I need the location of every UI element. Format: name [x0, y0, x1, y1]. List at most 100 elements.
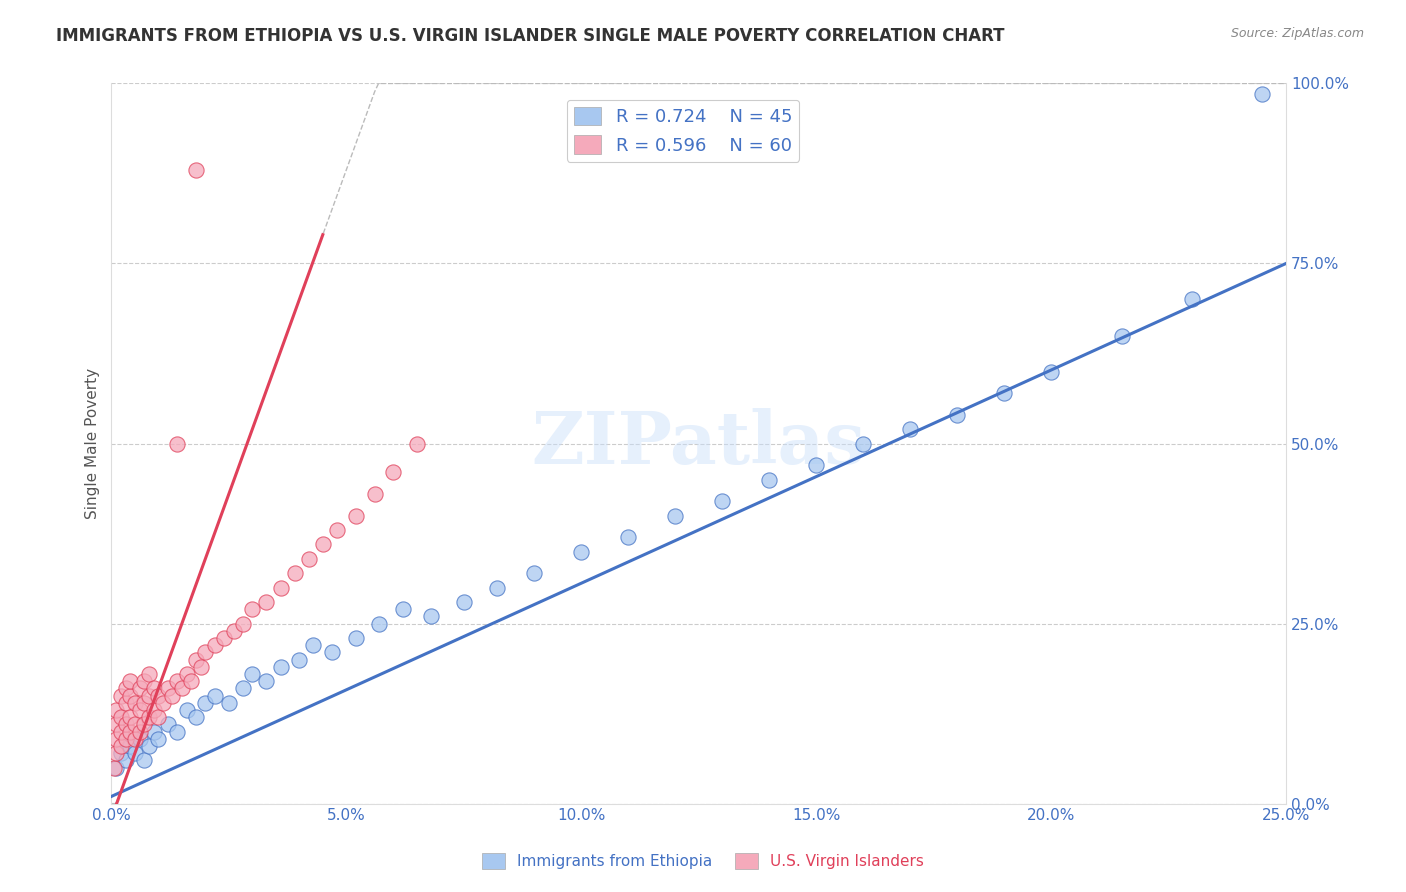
- Point: [128, 724, 150, 739]
- Point: [148, 731, 170, 746]
- Point: [114, 681, 136, 696]
- Point: [142, 703, 165, 717]
- Point: [166, 674, 188, 689]
- Point: [898, 422, 921, 436]
- Point: [103, 761, 125, 775]
- Point: [240, 602, 263, 616]
- Point: [114, 717, 136, 731]
- Point: [212, 631, 235, 645]
- Point: [256, 674, 278, 689]
- Point: [326, 523, 349, 537]
- Point: [105, 746, 128, 760]
- Point: [120, 724, 142, 739]
- Point: [1111, 328, 1133, 343]
- Point: [110, 746, 132, 760]
- Point: [134, 753, 156, 767]
- Legend: R = 0.724    N = 45, R = 0.596    N = 60: R = 0.724 N = 45, R = 0.596 N = 60: [567, 100, 799, 161]
- Point: [569, 544, 592, 558]
- Point: [105, 761, 128, 775]
- Point: [124, 746, 146, 760]
- Point: [134, 696, 156, 710]
- Point: [405, 436, 427, 450]
- Point: [110, 739, 132, 753]
- Point: [128, 681, 150, 696]
- Point: [270, 660, 292, 674]
- Point: [142, 681, 165, 696]
- Point: [804, 458, 827, 472]
- Point: [368, 616, 391, 631]
- Point: [284, 566, 307, 581]
- Point: [120, 674, 142, 689]
- Point: [184, 710, 207, 724]
- Point: [170, 681, 193, 696]
- Point: [194, 696, 217, 710]
- Point: [180, 674, 202, 689]
- Point: [114, 696, 136, 710]
- Point: [344, 631, 367, 645]
- Y-axis label: Single Male Poverty: Single Male Poverty: [86, 368, 100, 519]
- Point: [664, 508, 686, 523]
- Point: [232, 681, 254, 696]
- Point: [128, 731, 150, 746]
- Point: [114, 753, 136, 767]
- Point: [298, 551, 321, 566]
- Point: [758, 473, 780, 487]
- Point: [152, 696, 174, 710]
- Point: [105, 731, 128, 746]
- Point: [124, 731, 146, 746]
- Point: [419, 609, 441, 624]
- Point: [124, 717, 146, 731]
- Point: [138, 739, 160, 753]
- Point: [134, 717, 156, 731]
- Text: ZIPatlas: ZIPatlas: [531, 408, 866, 479]
- Point: [232, 616, 254, 631]
- Point: [156, 681, 179, 696]
- Point: [166, 436, 188, 450]
- Point: [1181, 293, 1204, 307]
- Point: [124, 696, 146, 710]
- Point: [184, 652, 207, 666]
- Point: [110, 689, 132, 703]
- Point: [523, 566, 546, 581]
- Point: [138, 689, 160, 703]
- Point: [128, 703, 150, 717]
- Point: [162, 689, 184, 703]
- Point: [176, 667, 198, 681]
- Text: IMMIGRANTS FROM ETHIOPIA VS U.S. VIRGIN ISLANDER SINGLE MALE POVERTY CORRELATION: IMMIGRANTS FROM ETHIOPIA VS U.S. VIRGIN …: [56, 27, 1005, 45]
- Legend: Immigrants from Ethiopia, U.S. Virgin Islanders: Immigrants from Ethiopia, U.S. Virgin Is…: [475, 847, 931, 875]
- Point: [270, 581, 292, 595]
- Point: [240, 667, 263, 681]
- Point: [218, 696, 240, 710]
- Point: [1251, 87, 1274, 102]
- Point: [222, 624, 245, 638]
- Point: [256, 595, 278, 609]
- Point: [302, 638, 325, 652]
- Point: [120, 689, 142, 703]
- Point: [946, 408, 969, 422]
- Point: [142, 724, 165, 739]
- Point: [120, 710, 142, 724]
- Point: [120, 739, 142, 753]
- Point: [156, 717, 179, 731]
- Point: [110, 724, 132, 739]
- Point: [1040, 364, 1063, 378]
- Point: [382, 466, 405, 480]
- Point: [453, 595, 475, 609]
- Point: [391, 602, 413, 616]
- Point: [288, 652, 311, 666]
- Point: [105, 703, 128, 717]
- Point: [852, 436, 875, 450]
- Point: [485, 581, 508, 595]
- Point: [138, 710, 160, 724]
- Point: [190, 660, 212, 674]
- Text: Source: ZipAtlas.com: Source: ZipAtlas.com: [1230, 27, 1364, 40]
- Point: [344, 508, 367, 523]
- Point: [993, 386, 1015, 401]
- Point: [134, 674, 156, 689]
- Point: [105, 717, 128, 731]
- Point: [166, 724, 188, 739]
- Point: [321, 645, 343, 659]
- Point: [194, 645, 217, 659]
- Point: [114, 731, 136, 746]
- Point: [363, 487, 385, 501]
